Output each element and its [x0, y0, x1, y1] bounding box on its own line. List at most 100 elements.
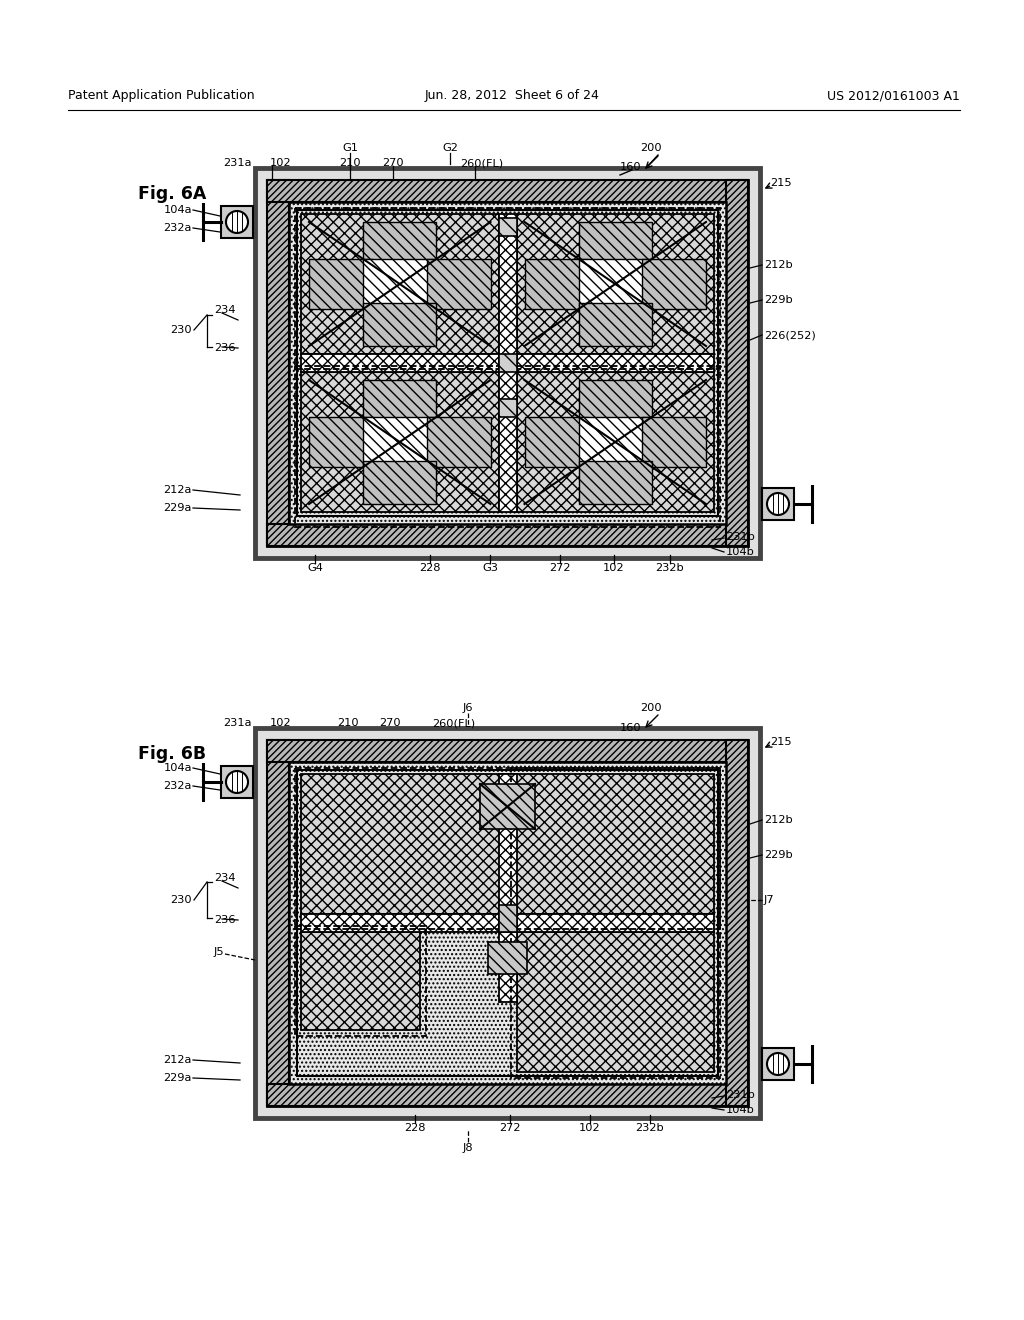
Text: 229b: 229b: [764, 294, 793, 305]
Bar: [364, 461, 436, 504]
Bar: [301, 214, 499, 354]
Bar: [267, 741, 748, 762]
Text: 231b: 231b: [726, 532, 755, 543]
Text: G2: G2: [442, 143, 458, 153]
Bar: [295, 927, 426, 1036]
Bar: [364, 222, 436, 265]
Text: 226(252): 226(252): [764, 330, 816, 341]
Text: 210: 210: [339, 158, 360, 168]
Bar: [499, 354, 516, 372]
Bar: [579, 380, 651, 424]
Bar: [488, 942, 526, 974]
Bar: [499, 774, 516, 932]
Text: 212a: 212a: [164, 484, 193, 495]
Bar: [579, 417, 651, 467]
Text: 234: 234: [214, 873, 236, 883]
Bar: [762, 1048, 794, 1080]
Text: 229a: 229a: [164, 1073, 193, 1082]
Text: 231a: 231a: [223, 718, 252, 729]
Bar: [301, 913, 714, 932]
Bar: [579, 302, 651, 346]
Text: G3: G3: [482, 564, 498, 573]
Text: 230: 230: [170, 325, 193, 335]
Text: 229a: 229a: [164, 503, 193, 513]
Text: 272: 272: [549, 564, 570, 573]
Bar: [364, 380, 436, 424]
Text: 231a: 231a: [223, 158, 252, 168]
Bar: [642, 259, 706, 309]
Text: J7: J7: [764, 895, 774, 906]
Text: 228: 228: [404, 1123, 426, 1133]
Bar: [579, 222, 651, 265]
Bar: [301, 372, 499, 512]
Text: 232a: 232a: [164, 223, 193, 234]
Text: 210: 210: [337, 718, 358, 729]
Bar: [364, 259, 436, 309]
Circle shape: [226, 771, 248, 793]
Bar: [255, 168, 760, 558]
Text: J5: J5: [214, 946, 224, 957]
Text: 230: 230: [170, 895, 193, 906]
Bar: [516, 214, 714, 354]
Bar: [289, 762, 726, 1084]
Text: Fig. 6B: Fig. 6B: [138, 744, 206, 763]
Text: 200: 200: [640, 143, 662, 153]
Circle shape: [226, 211, 248, 234]
Bar: [511, 768, 720, 1078]
Bar: [427, 259, 490, 309]
Text: 215: 215: [770, 737, 792, 747]
Bar: [255, 729, 760, 1118]
Bar: [289, 202, 726, 524]
Text: J8: J8: [463, 1143, 473, 1152]
Text: 260(FL): 260(FL): [460, 158, 503, 168]
Text: 272: 272: [500, 1123, 521, 1133]
Text: 102: 102: [270, 718, 292, 729]
Text: 212b: 212b: [764, 260, 793, 271]
Bar: [301, 932, 420, 1030]
Bar: [267, 180, 289, 546]
Bar: [295, 768, 720, 929]
Text: 104b: 104b: [726, 546, 755, 557]
Text: 160: 160: [620, 162, 642, 172]
Text: G4: G4: [307, 564, 323, 573]
Text: Patent Application Publication: Patent Application Publication: [68, 90, 255, 103]
Text: 234: 234: [214, 305, 236, 315]
Text: 236: 236: [214, 915, 236, 925]
Bar: [309, 417, 373, 467]
Bar: [267, 1084, 748, 1106]
Bar: [267, 524, 748, 546]
Text: 229b: 229b: [764, 850, 793, 861]
Bar: [524, 259, 588, 309]
Text: 260(FL): 260(FL): [432, 718, 475, 729]
Text: 102: 102: [580, 1123, 601, 1133]
Bar: [364, 302, 436, 346]
Bar: [499, 932, 516, 1002]
Text: Jun. 28, 2012  Sheet 6 of 24: Jun. 28, 2012 Sheet 6 of 24: [425, 90, 599, 103]
Bar: [267, 741, 748, 1106]
Bar: [516, 372, 714, 512]
Text: 231b: 231b: [726, 1090, 755, 1100]
Bar: [516, 932, 714, 1072]
Bar: [762, 488, 794, 520]
Bar: [364, 417, 436, 467]
Bar: [221, 766, 253, 799]
Bar: [301, 774, 714, 913]
Text: 104a: 104a: [164, 205, 193, 215]
Bar: [480, 784, 535, 829]
Text: 102: 102: [603, 564, 625, 573]
Bar: [301, 354, 714, 372]
Circle shape: [767, 492, 790, 515]
Text: 270: 270: [382, 158, 403, 168]
Bar: [499, 906, 516, 932]
Bar: [295, 209, 720, 370]
Bar: [221, 206, 253, 238]
Text: 212b: 212b: [764, 814, 793, 825]
Bar: [726, 741, 748, 1106]
Bar: [267, 180, 748, 546]
Text: Fig. 6A: Fig. 6A: [138, 185, 207, 203]
Text: 232a: 232a: [164, 781, 193, 791]
Bar: [295, 366, 720, 527]
Bar: [642, 417, 706, 467]
Text: J6: J6: [463, 704, 473, 713]
Bar: [297, 210, 718, 516]
